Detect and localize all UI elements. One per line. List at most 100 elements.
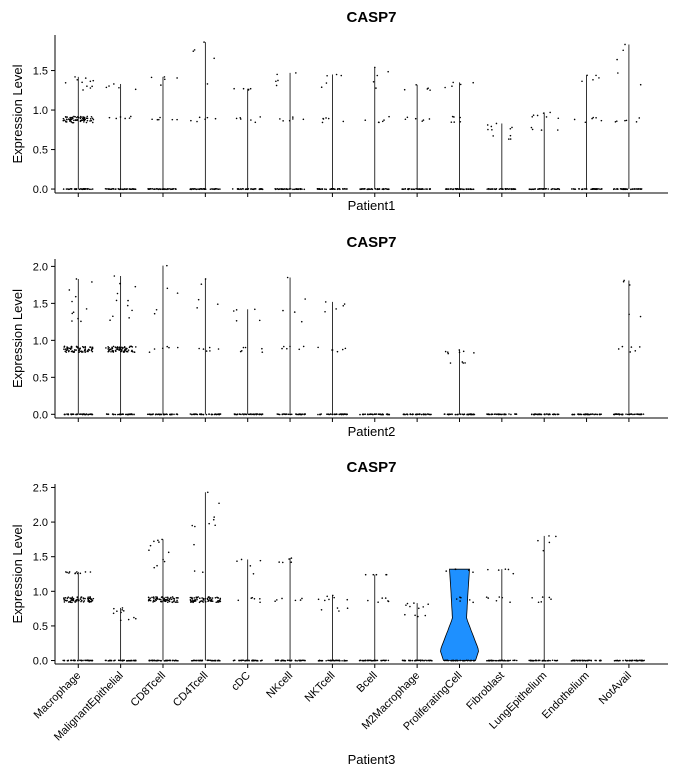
data-point: [329, 659, 331, 662]
data-point: [404, 188, 407, 190]
data-point: [488, 188, 490, 191]
data-point: [551, 659, 554, 662]
data-point: [509, 601, 511, 603]
data-point: [632, 413, 634, 416]
data-point: [171, 188, 174, 190]
data-point: [131, 346, 134, 348]
data-point: [578, 413, 580, 416]
data-point: [446, 659, 448, 662]
data-point: [208, 413, 210, 415]
data-point: [548, 535, 550, 537]
points-LungEpithelium: [528, 111, 561, 191]
data-point: [381, 597, 384, 599]
data-point: [126, 304, 129, 307]
data-point: [259, 601, 261, 604]
data-point: [214, 597, 217, 599]
data-point: [74, 76, 76, 78]
data-point: [78, 188, 81, 191]
data-point: [598, 659, 601, 662]
data-point: [615, 120, 618, 122]
data-point: [89, 120, 91, 122]
data-point: [626, 413, 629, 416]
data-point: [253, 413, 256, 416]
data-point: [419, 188, 421, 191]
data-point: [276, 413, 279, 415]
data-point: [158, 541, 160, 543]
data-point: [119, 282, 121, 285]
y-axis-label: Expression Level: [10, 524, 25, 623]
data-point: [289, 345, 291, 348]
data-point: [210, 599, 213, 602]
data-point: [412, 188, 415, 191]
data-point: [71, 601, 73, 604]
data-point: [235, 319, 238, 322]
data-point: [486, 188, 489, 190]
data-point: [250, 119, 252, 121]
data-point: [495, 413, 498, 416]
data-point: [119, 188, 122, 190]
data-point: [83, 117, 86, 120]
points-CD4Tcell: [189, 41, 221, 191]
data-point: [89, 571, 92, 573]
data-point: [65, 121, 68, 123]
data-point: [328, 598, 330, 601]
data-point: [342, 413, 345, 416]
data-point: [321, 121, 324, 124]
data-point: [80, 320, 82, 323]
data-point: [69, 597, 71, 599]
data-point: [285, 188, 287, 190]
data-point: [123, 346, 126, 349]
data-point: [274, 659, 277, 662]
data-point: [512, 659, 514, 662]
data-point: [302, 659, 305, 662]
data-point: [173, 599, 176, 601]
data-point: [206, 597, 209, 600]
data-point: [82, 413, 85, 415]
data-point: [296, 660, 298, 662]
data-point: [367, 599, 369, 602]
data-point: [115, 347, 118, 349]
data-point: [452, 659, 455, 662]
data-point: [74, 572, 77, 574]
data-point: [149, 544, 152, 547]
data-point: [84, 597, 86, 600]
data-point: [372, 659, 375, 662]
data-point: [134, 285, 137, 288]
data-point: [295, 413, 298, 416]
data-point: [89, 346, 91, 348]
data-point: [250, 188, 253, 190]
data-point: [112, 315, 114, 318]
data-point: [417, 615, 419, 618]
points-Macrophage: [63, 278, 94, 416]
data-point: [256, 413, 259, 415]
data-point: [284, 413, 286, 415]
data-point: [159, 116, 161, 119]
data-point: [171, 118, 174, 121]
data-point: [290, 557, 293, 559]
data-point: [160, 596, 163, 599]
data-point: [204, 188, 207, 191]
data-point: [114, 349, 117, 352]
data-point: [124, 349, 126, 351]
data-point: [119, 413, 122, 416]
data-point: [341, 659, 343, 662]
data-point: [122, 350, 125, 353]
data-point: [236, 413, 239, 416]
data-point: [251, 596, 254, 599]
data-point: [108, 349, 110, 352]
data-point: [189, 413, 192, 415]
data-point: [288, 659, 290, 662]
data-point: [403, 88, 406, 91]
data-point: [237, 188, 240, 190]
x-tick-label: cDC: [229, 670, 253, 694]
data-point: [593, 413, 596, 416]
data-point: [211, 659, 214, 662]
data-point: [587, 413, 590, 416]
data-point: [202, 348, 205, 350]
data-point: [304, 298, 306, 300]
data-point: [293, 311, 296, 313]
data-point: [534, 188, 537, 190]
data-point: [294, 599, 297, 602]
data-point: [490, 413, 493, 416]
data-point: [324, 301, 327, 303]
